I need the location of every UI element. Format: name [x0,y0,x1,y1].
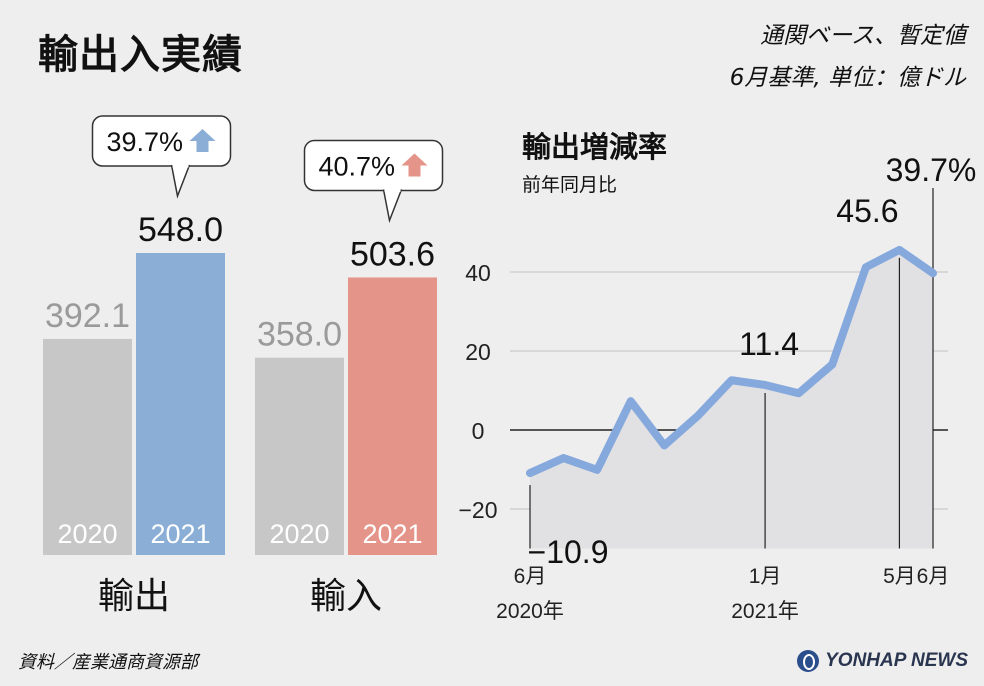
bar-2021-0 [136,253,225,555]
x-tick-year-label: 2021年 [731,600,799,623]
bar-2020-1 [255,357,344,555]
x-tick-label: 6月 [917,565,950,588]
basis-note: 通関ベース、暫定値 [760,23,966,49]
page-title: 輸出入実績 [38,32,243,78]
y-tick-label: 40 [465,260,491,286]
unit-note: 6月基準, 単位：億ドル [729,65,966,91]
bar-year-label: 2020 [269,519,329,549]
line-annotation: 11.4 [739,326,799,362]
bar-value-label: 503.6 [350,235,435,273]
bar-value-label: 392.1 [45,297,130,335]
bar-2021-1 [348,277,437,555]
data-point [728,376,735,384]
y-tick-label: 0 [472,418,485,444]
up-arrow-icon [401,153,428,177]
data-point [862,263,870,271]
change-percent-label: 39.7% [107,127,184,157]
yonhap-logo-icon [797,650,820,672]
line-annotation: 45.6 [836,193,898,229]
change-percent-label: 40.7% [319,151,396,181]
bar-value-label: 358.0 [257,316,342,354]
x-tick-label: 6月 [514,565,547,588]
bar-value-label: 548.0 [138,211,223,249]
data-point [526,469,534,477]
y-tick-label: −20 [458,497,497,523]
data-point [929,269,937,277]
bar-year-label: 2021 [362,519,422,549]
line-chart-title: 輸出増減率 [522,130,668,164]
yonhap-logo-text: YONHAP NEWS [825,650,968,671]
up-arrow-icon [189,129,216,152]
data-point [895,246,903,254]
bar-2020-0 [43,338,132,555]
data-point [660,441,668,449]
data-point [694,412,702,420]
data-point [627,397,635,405]
line-annotation: −10.9 [528,534,609,570]
bar-year-label: 2021 [150,519,210,549]
bar-category-label: 輸入 [310,575,382,616]
data-point [828,360,836,368]
bar-category-label: 輸出 [98,575,170,616]
bar-year-label: 2020 [57,519,117,549]
line-chart-subtitle: 前年同月比 [522,174,618,196]
change-callout-box [303,139,444,192]
yonhap-logo: YONHAP NEWS [797,650,968,672]
change-callout-tail [170,164,191,199]
data-point [795,389,803,397]
change-callout-tail [382,189,403,224]
x-tick-label: 1月 [749,565,782,588]
data-point [761,381,769,389]
line-annotation: 39.7% [886,152,977,188]
change-callout-box [91,115,232,167]
line-area-fill [530,249,933,549]
data-point [593,466,601,474]
data-point [560,454,568,462]
y-tick-label: 20 [465,339,491,365]
x-tick-year-label: 2020年 [496,600,564,623]
source-note: 資料／産業通商資源部 [18,652,198,673]
x-tick-label: 5月 [883,565,916,588]
